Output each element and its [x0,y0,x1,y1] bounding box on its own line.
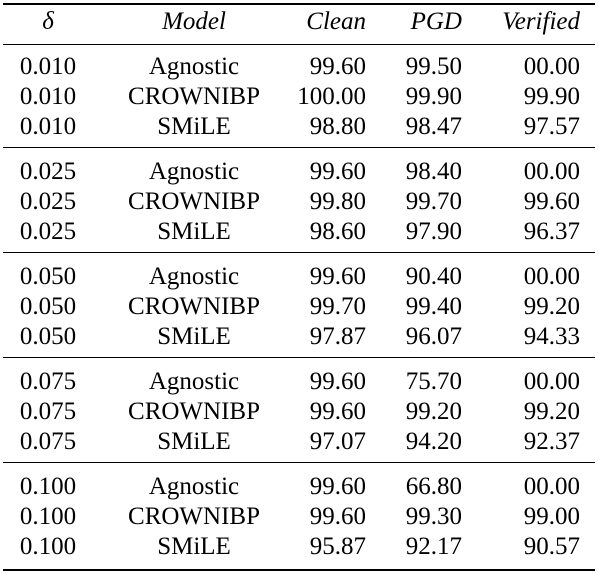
verified-cell: 00.00 [523,158,580,185]
model-cell: SMiLE [157,533,231,560]
delta-cell: 0.025 [19,158,77,185]
clean-cell: 99.60 [309,398,366,425]
pgd-cell: 99.20 [405,398,462,425]
verified-cell: 94.33 [523,323,580,350]
verified-cell: 99.00 [523,503,580,530]
verified-cell: 97.57 [523,113,580,140]
header-rule [3,44,595,45]
clean-cell: 99.60 [309,473,366,500]
model-cell: CROWNIBP [128,398,260,425]
pgd-cell: 97.90 [405,218,462,245]
top-rule [3,3,595,5]
clean-cell: 99.60 [309,158,366,185]
delta-cell: 0.025 [19,188,77,215]
verified-cell: 92.37 [523,428,580,455]
group-divider [3,147,595,148]
model-cell: SMiLE [157,113,231,140]
clean-cell: 97.07 [309,428,366,455]
pgd-cell: 99.50 [405,53,462,80]
model-cell: Agnostic [148,158,240,185]
pgd-cell: 99.40 [405,293,462,320]
verified-cell: 90.57 [523,533,580,560]
verified-cell: 99.20 [523,398,580,425]
delta-cell: 0.100 [19,533,77,560]
header-pgd: PGD [410,8,462,35]
pgd-cell: 90.40 [405,263,462,290]
pgd-cell: 94.20 [405,428,462,455]
clean-cell: 98.80 [309,113,366,140]
verified-cell: 00.00 [523,473,580,500]
pgd-cell: 99.70 [405,188,462,215]
delta-cell: 0.010 [19,113,77,140]
clean-cell: 99.70 [309,293,366,320]
delta-cell: 0.100 [19,503,77,530]
header-verified: Verified [502,8,580,35]
verified-cell: 00.00 [523,368,580,395]
verified-cell: 00.00 [523,53,580,80]
pgd-cell: 96.07 [405,323,462,350]
delta-cell: 0.025 [19,218,77,245]
pgd-cell: 75.70 [405,368,462,395]
pgd-cell: 99.30 [405,503,462,530]
model-cell: Agnostic [148,473,240,500]
delta-cell: 0.010 [19,53,77,80]
model-cell: CROWNIBP [128,503,260,530]
clean-cell: 97.87 [309,323,366,350]
delta-cell: 0.010 [19,83,77,110]
verified-cell: 00.00 [523,263,580,290]
model-cell: Agnostic [148,53,240,80]
delta-cell: 0.050 [19,323,77,350]
bottom-rule [3,569,595,571]
pgd-cell: 66.80 [405,473,462,500]
verified-cell: 99.20 [523,293,580,320]
clean-cell: 95.87 [309,533,366,560]
clean-cell: 99.60 [309,503,366,530]
clean-cell: 99.80 [309,188,366,215]
verified-cell: 99.60 [523,188,580,215]
delta-cell: 0.075 [19,368,77,395]
pgd-cell: 98.40 [405,158,462,185]
verified-cell: 96.37 [523,218,580,245]
model-cell: CROWNIBP [128,83,260,110]
header-delta: δ [42,8,54,35]
model-cell: SMiLE [157,428,231,455]
delta-cell: 0.075 [19,428,77,455]
clean-cell: 98.60 [309,218,366,245]
group-divider [3,252,595,253]
model-cell: Agnostic [148,263,240,290]
model-cell: SMiLE [157,323,231,350]
delta-cell: 0.050 [19,293,77,320]
delta-cell: 0.075 [19,398,77,425]
model-cell: SMiLE [157,218,231,245]
delta-cell: 0.050 [19,263,77,290]
group-divider [3,357,595,358]
group-divider [3,462,595,463]
clean-cell: 99.60 [309,53,366,80]
model-cell: CROWNIBP [128,188,260,215]
clean-cell: 99.60 [309,263,366,290]
clean-cell: 100.00 [297,83,366,110]
verified-cell: 99.90 [523,83,580,110]
model-cell: Agnostic [148,368,240,395]
pgd-cell: 92.17 [405,533,462,560]
model-cell: CROWNIBP [128,293,260,320]
delta-cell: 0.100 [19,473,77,500]
header-clean: Clean [306,8,366,35]
pgd-cell: 98.47 [405,113,462,140]
clean-cell: 99.60 [309,368,366,395]
header-model: Model [162,8,226,35]
pgd-cell: 99.90 [405,83,462,110]
